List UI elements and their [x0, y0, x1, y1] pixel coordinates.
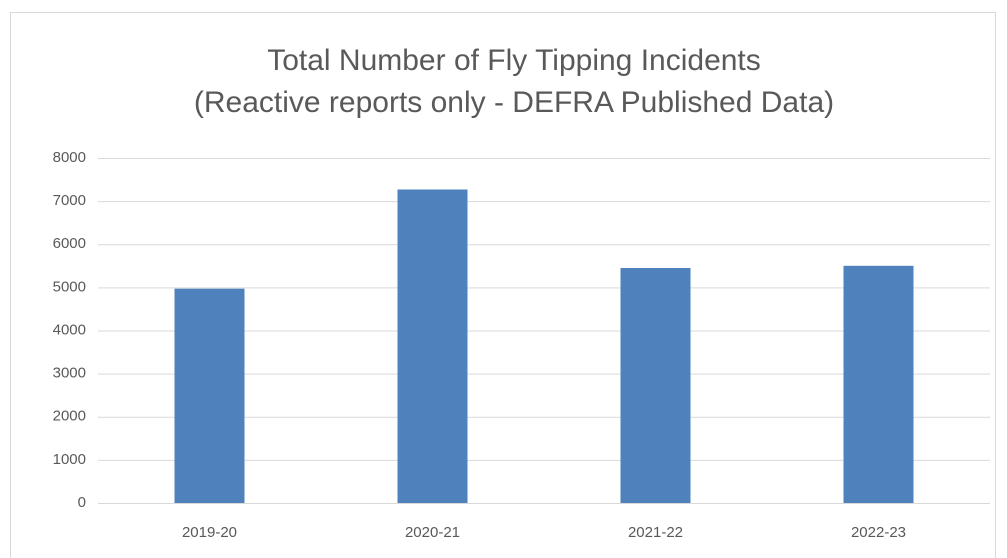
y-tick-label: 6000 [53, 235, 86, 252]
bar [843, 265, 914, 503]
y-tick-label: 3000 [53, 365, 86, 382]
x-tick-label: 2022-23 [851, 524, 906, 541]
bar [397, 189, 468, 503]
x-tick-label: 2019-20 [182, 524, 237, 541]
chart-title: Total Number of Fly Tipping Incidents [267, 44, 761, 77]
x-tick-label: 2020-21 [405, 524, 460, 541]
y-tick-label: 5000 [53, 278, 86, 295]
bar [620, 267, 691, 503]
bar [174, 288, 245, 503]
y-tick-label: 8000 [53, 149, 86, 166]
y-tick-label: 4000 [53, 321, 86, 338]
chart-subtitle: (Reactive reports only - DEFRA Published… [194, 86, 834, 119]
y-tick-label: 2000 [53, 408, 86, 425]
y-tick-label: 1000 [53, 451, 86, 468]
x-tick-label: 2021-22 [628, 524, 683, 541]
y-tick-label: 7000 [53, 192, 86, 209]
y-tick-label: 0 [78, 494, 86, 511]
